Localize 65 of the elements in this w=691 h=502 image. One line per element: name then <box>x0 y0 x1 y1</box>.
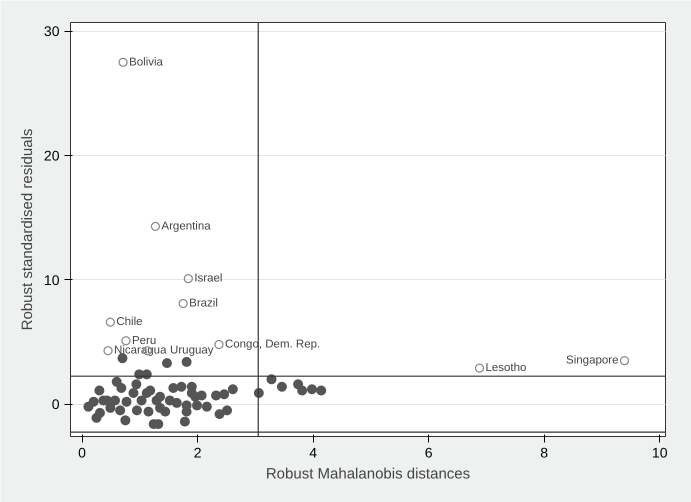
x-tick-label: 2 <box>194 444 202 460</box>
point <box>306 384 317 394</box>
point <box>211 390 222 400</box>
point <box>474 363 484 373</box>
point <box>297 386 308 396</box>
point <box>178 298 188 308</box>
annotation: Chile <box>116 316 143 328</box>
point <box>214 409 225 420</box>
annotation: Uruguay <box>170 344 214 357</box>
point <box>180 416 190 427</box>
x-axis-title: Robust Mahalanobis distances <box>266 466 470 482</box>
point <box>222 405 232 416</box>
point <box>120 415 130 426</box>
point <box>155 392 166 402</box>
y-axis-title: Robust standardised residuals <box>18 128 36 330</box>
point <box>94 408 105 418</box>
point <box>116 383 126 394</box>
y-tick-label: 0 <box>52 396 60 412</box>
point <box>192 400 202 410</box>
point <box>182 400 192 410</box>
point <box>94 386 104 396</box>
x-tick-label: 0 <box>78 444 86 460</box>
point <box>115 405 126 416</box>
point <box>110 395 120 406</box>
point <box>150 222 160 232</box>
point <box>202 402 212 412</box>
point <box>160 406 170 417</box>
annotation: Lesotho <box>485 362 526 374</box>
y-tick-label: 30 <box>44 23 60 40</box>
point <box>143 406 154 417</box>
point <box>214 340 224 350</box>
point <box>88 396 99 407</box>
point <box>131 379 142 390</box>
annotation: Argentina <box>161 220 212 232</box>
x-tick-label: 8 <box>540 444 548 460</box>
y-tick-label: 10 <box>44 272 60 288</box>
point <box>228 384 238 394</box>
point <box>162 358 172 368</box>
point <box>103 346 113 356</box>
annotation: Brazil <box>189 297 218 310</box>
point <box>276 382 287 392</box>
point <box>620 356 630 366</box>
point <box>136 395 147 406</box>
point <box>132 405 142 416</box>
point <box>184 274 193 284</box>
point <box>118 58 128 67</box>
point <box>172 398 182 408</box>
point <box>176 382 186 392</box>
annotation: Singapore <box>566 354 618 367</box>
annotation: Bolivia <box>129 56 164 68</box>
point <box>196 390 207 400</box>
x-tick-label: 6 <box>424 444 433 460</box>
point <box>106 317 116 327</box>
point <box>219 389 230 400</box>
point <box>122 396 132 407</box>
annotation: Peru <box>132 334 156 347</box>
annotation: Israel <box>194 272 222 285</box>
x-tick-label: 4 <box>309 444 318 460</box>
point <box>142 388 152 398</box>
point <box>316 386 326 396</box>
point <box>182 356 192 367</box>
point <box>128 388 138 398</box>
point <box>168 383 178 394</box>
y-tick-label: 20 <box>44 148 60 164</box>
x-tick-label: 10 <box>652 444 668 460</box>
